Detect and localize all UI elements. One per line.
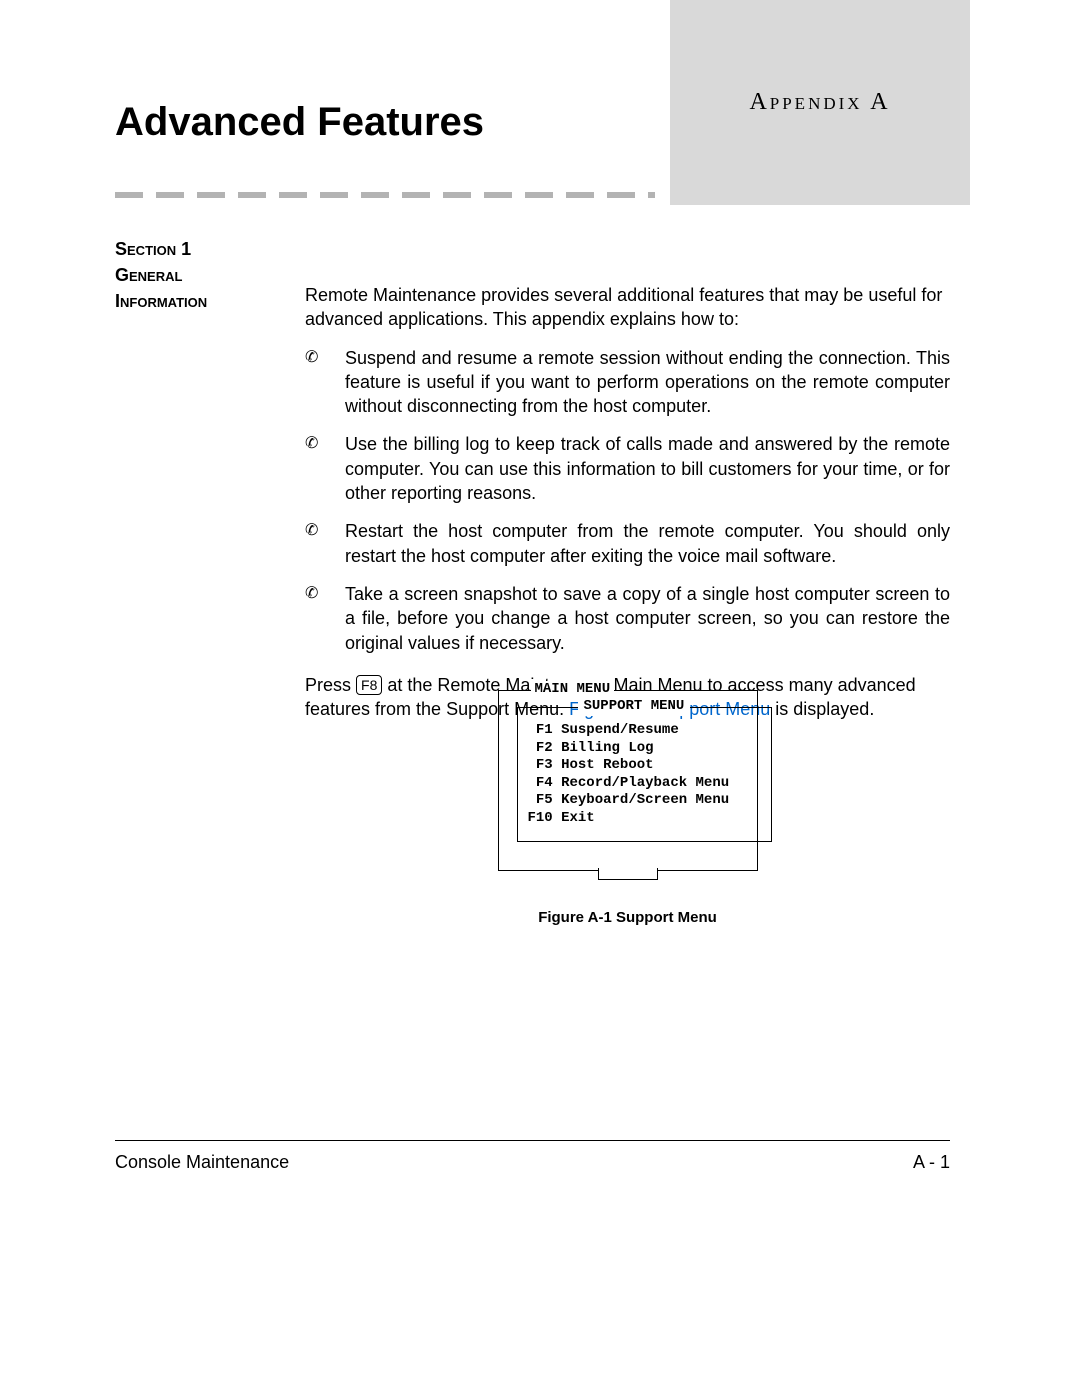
page-title: Advanced Features	[115, 100, 484, 145]
section-label-line1: Section 1	[115, 236, 295, 262]
bullet-text: Suspend and resume a remote session with…	[345, 346, 950, 419]
intro-paragraph: Remote Maintenance provides several addi…	[305, 283, 950, 332]
list-item: ✆ Use the billing log to keep track of c…	[305, 432, 950, 505]
bullet-text: Use the billing log to keep track of cal…	[345, 432, 950, 505]
footer-left: Console Maintenance	[115, 1152, 289, 1173]
appendix-tab: Appendix A	[670, 0, 970, 205]
bullet-icon: ✆	[305, 582, 345, 605]
body-column: Remote Maintenance provides several addi…	[305, 283, 950, 751]
footer-rule	[115, 1140, 950, 1141]
ascii-menu: MAIN MENU SUPPORT MENU F1 Suspend/Resume…	[498, 690, 758, 871]
menu-item: F3 Host Reboot	[528, 757, 761, 775]
appendix-label: Appendix A	[749, 89, 890, 116]
list-item: ✆ Suspend and resume a remote session wi…	[305, 346, 950, 419]
bullet-icon: ✆	[305, 346, 345, 369]
main-menu-bottom-notch	[598, 868, 658, 880]
menu-item: F4 Record/Playback Menu	[528, 775, 761, 793]
support-menu-label: SUPPORT MENU	[578, 698, 691, 716]
figure-block: MAIN MENU SUPPORT MENU F1 Suspend/Resume…	[305, 690, 950, 926]
section-label: Section 1 General Information	[115, 236, 295, 314]
menu-item: F10 Exit	[528, 810, 761, 828]
bullet-text: Restart the host computer from the remot…	[345, 519, 950, 568]
menu-item: F2 Billing Log	[528, 740, 761, 758]
page: Appendix A Advanced Features Section 1 G…	[0, 0, 1080, 1397]
bullet-text: Take a screen snapshot to save a copy of…	[345, 582, 950, 655]
bullet-list: ✆ Suspend and resume a remote session wi…	[305, 346, 950, 655]
list-item: ✆ Restart the host computer from the rem…	[305, 519, 950, 568]
footer-right: A - 1	[913, 1152, 950, 1173]
section-label-line2: General	[115, 262, 295, 288]
main-menu-label: MAIN MENU	[531, 681, 615, 699]
dashed-rule	[115, 192, 655, 198]
section-label-line3: Information	[115, 288, 295, 314]
menu-item: F1 Suspend/Resume	[528, 722, 761, 740]
figure-caption: Figure A-1 Support Menu	[305, 909, 950, 926]
main-menu-frame: MAIN MENU SUPPORT MENU F1 Suspend/Resume…	[498, 690, 758, 871]
menu-items: F1 Suspend/Resume F2 Billing Log F3 Host…	[528, 722, 761, 827]
support-menu-frame: SUPPORT MENU F1 Suspend/Resume F2 Billin…	[517, 707, 772, 842]
list-item: ✆ Take a screen snapshot to save a copy …	[305, 582, 950, 655]
bullet-icon: ✆	[305, 432, 345, 455]
menu-item: F5 Keyboard/Screen Menu	[528, 792, 761, 810]
bullet-icon: ✆	[305, 519, 345, 542]
